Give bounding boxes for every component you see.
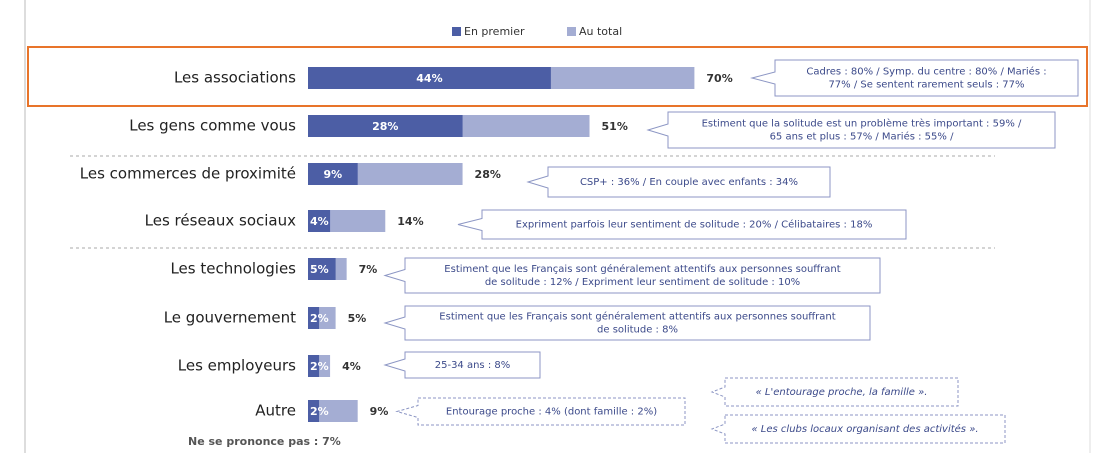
legend-label: Au total bbox=[579, 25, 622, 38]
category-label: Les technologies bbox=[170, 260, 296, 278]
value-label-total: 70% bbox=[706, 72, 732, 85]
callout-text: 25-34 ans : 8% bbox=[435, 360, 511, 371]
value-label-first: 2% bbox=[310, 360, 329, 373]
value-label-first: 2% bbox=[310, 312, 329, 325]
quote-box bbox=[710, 377, 959, 407]
bar-total bbox=[308, 400, 358, 422]
category-label: Les réseaux sociaux bbox=[145, 212, 296, 230]
category-label: Le gouvernement bbox=[164, 309, 296, 327]
quote-box bbox=[710, 414, 1006, 444]
value-label-total: 51% bbox=[602, 120, 628, 133]
value-label-first: 4% bbox=[310, 215, 329, 228]
category-label: Les associations bbox=[174, 69, 296, 87]
callout-text: Estiment que les Français sont généralem… bbox=[439, 311, 835, 323]
bar-first bbox=[308, 400, 320, 422]
callout bbox=[457, 209, 907, 240]
value-label-total: 4% bbox=[342, 360, 361, 373]
bar-first bbox=[308, 115, 463, 137]
category-label: Les employeurs bbox=[178, 357, 296, 375]
bar-first bbox=[308, 355, 320, 377]
category-label: Les commerces de proximité bbox=[80, 165, 296, 183]
callout-text: 65 ans et plus : 57% / Mariés : 55% / bbox=[770, 131, 955, 143]
callout-text: Expriment parfois leur sentiment de soli… bbox=[516, 219, 873, 231]
callout bbox=[395, 397, 686, 426]
callout-text: CSP+ : 36% / En couple avec enfants : 34… bbox=[580, 177, 798, 188]
callout-text: Cadres : 80% / Symp. du centre : 80% / M… bbox=[806, 66, 1046, 78]
callout-text: Entourage proche : 4% (dont famille : 2%… bbox=[446, 407, 657, 418]
callout bbox=[383, 257, 881, 294]
callout-text: de solitude : 12% / Expriment leur senti… bbox=[485, 277, 800, 288]
callout bbox=[646, 111, 1056, 149]
callout bbox=[383, 351, 541, 379]
callout bbox=[383, 305, 871, 341]
value-label-first: 9% bbox=[323, 168, 342, 181]
legend-swatch bbox=[452, 27, 461, 36]
value-label-total: 7% bbox=[359, 263, 378, 276]
bar-first bbox=[308, 307, 320, 329]
bar-first bbox=[308, 210, 331, 232]
bar-first bbox=[308, 258, 336, 280]
value-label-total: 5% bbox=[348, 312, 367, 325]
highlight-box bbox=[27, 46, 1088, 107]
callout bbox=[526, 166, 831, 198]
callout-text: 77% / Se sentent rarement seuls : 77% bbox=[828, 80, 1024, 91]
value-label-total: 14% bbox=[397, 215, 423, 228]
bar-first bbox=[308, 163, 358, 185]
callout-text: Estiment que la solitude est un problème… bbox=[702, 118, 1022, 130]
bar-first bbox=[308, 67, 551, 89]
quote-text: « Les clubs locaux organisant des activi… bbox=[751, 423, 978, 435]
category-label: Autre bbox=[255, 402, 296, 420]
quote-text: « L'entourage proche, la famille ». bbox=[756, 387, 928, 398]
value-label-first: 28% bbox=[372, 120, 398, 133]
callout-text: Estiment que les Français sont généralem… bbox=[444, 263, 840, 275]
category-label: Les gens comme vous bbox=[129, 117, 296, 135]
value-label-first: 5% bbox=[310, 263, 329, 276]
callout-text: de solitude : 8% bbox=[597, 325, 678, 336]
callout bbox=[750, 59, 1079, 97]
value-label-first: 44% bbox=[416, 72, 442, 85]
value-label-first: 2% bbox=[310, 405, 329, 418]
value-label-total: 9% bbox=[370, 405, 389, 418]
legend-swatch bbox=[567, 27, 576, 36]
legend-label: En premier bbox=[464, 25, 525, 38]
value-label-total: 28% bbox=[475, 168, 501, 181]
footnote: Ne se prononce pas : 7% bbox=[188, 435, 341, 448]
